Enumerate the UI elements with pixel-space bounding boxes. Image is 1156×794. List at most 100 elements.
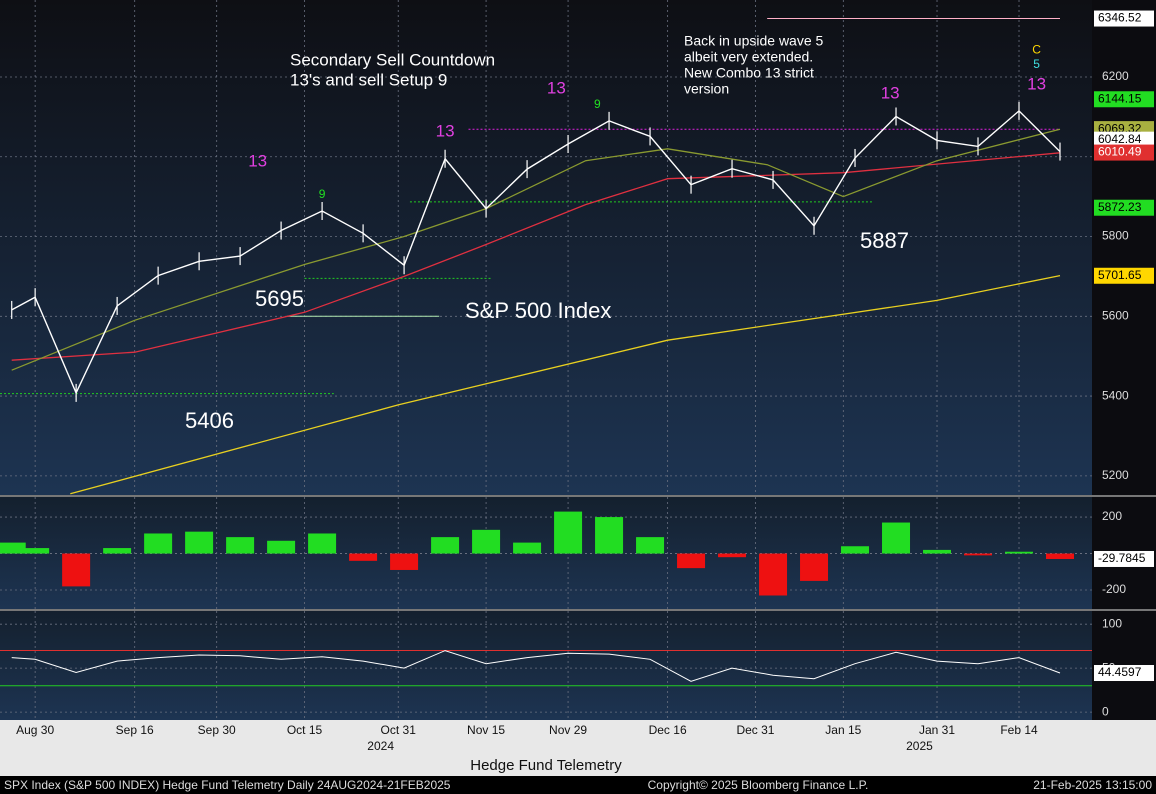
footer-bar (0, 776, 1156, 794)
chart-title: S&P 500 Index (465, 298, 611, 323)
year-label: 2025 (906, 739, 933, 753)
value-tag-label: 6144.15 (1098, 91, 1142, 105)
moving-average (11, 152, 1061, 361)
x-tick-label: Sep 30 (198, 723, 236, 737)
x-tick-label: Jan 31 (919, 723, 955, 737)
x-tick-label: Jan 15 (825, 723, 861, 737)
value-tag-label: 6042.84 (1098, 132, 1142, 146)
value-tag (1094, 267, 1154, 284)
td-count: 13 (436, 122, 455, 141)
x-tick-label: Feb 14 (1000, 723, 1038, 737)
value-tag-label: 44.4597 (1098, 665, 1142, 679)
bar (759, 553, 788, 596)
bar (21, 548, 50, 554)
bar (185, 531, 214, 554)
bar (800, 553, 829, 581)
x-tick-label: Sep 16 (116, 723, 154, 737)
x-axis-area (0, 720, 1156, 776)
value-tag (1094, 91, 1154, 108)
td-count: 9 (319, 187, 326, 201)
year-label: 2024 (367, 739, 394, 753)
price-panel (0, 0, 1092, 495)
bar (841, 546, 870, 554)
separator (0, 495, 1156, 497)
value-tag-label: 5701.65 (1098, 268, 1142, 282)
bar (62, 553, 91, 587)
bar (513, 542, 542, 554)
td-count: 13 (248, 151, 267, 170)
separator (0, 609, 1156, 611)
value-tag (1094, 665, 1154, 682)
rsi-panel (0, 611, 1092, 720)
y-tick-label: 5800 (1102, 229, 1129, 243)
value-tag (1094, 199, 1154, 216)
annotation: New Combo 13 strict (684, 65, 814, 81)
x-tick-label: Oct 15 (287, 723, 323, 737)
bar (923, 549, 952, 554)
annotation: Secondary Sell Countdown (290, 50, 495, 69)
footer-left: SPX Index (S&P 500 INDEX) Hedge Fund Tel… (4, 778, 451, 792)
x-tick-label: Oct 31 (381, 723, 417, 737)
caption: Hedge Fund Telemetry (470, 757, 622, 774)
bar (308, 533, 337, 554)
value-tag-label: 5872.23 (1098, 200, 1142, 214)
x-tick-label: Dec 16 (649, 723, 687, 737)
bar (472, 529, 501, 554)
y-tick-label: 5400 (1102, 388, 1129, 402)
bar (964, 553, 993, 556)
value-tag-label: 6346.52 (1098, 11, 1142, 25)
bar (226, 537, 255, 554)
td-count: 13 (881, 84, 900, 103)
bar (595, 517, 624, 554)
bar (677, 553, 706, 569)
y-tick-label: 200 (1102, 509, 1122, 523)
td-count: 5 (1033, 57, 1040, 71)
value-tag-label: -29.7845 (1098, 551, 1146, 565)
bar (144, 533, 173, 554)
value-tag-label: 6010.49 (1098, 145, 1142, 159)
y-tick-label: 5200 (1102, 468, 1129, 482)
x-tick-label: Nov 29 (549, 723, 587, 737)
right-axis (1092, 0, 1156, 720)
bar (431, 537, 460, 554)
footer-right: 21-Feb-2025 13:15:00 (1033, 778, 1152, 792)
y-tick-label: 0 (1102, 704, 1109, 718)
annotation: Back in upside wave 5 (684, 33, 824, 49)
moving-average (70, 274, 1061, 495)
y-tick-label: 100 (1102, 616, 1122, 630)
bar (349, 553, 378, 561)
value-tag (1094, 144, 1154, 161)
annotation: albeit very extended. (684, 49, 813, 65)
annotation: 5887 (860, 228, 909, 253)
bar (267, 540, 296, 554)
bar (554, 511, 583, 554)
td-count: 9 (594, 97, 601, 111)
annotation: 5406 (185, 408, 234, 433)
y-tick-label: -200 (1102, 582, 1126, 596)
bar (1046, 553, 1074, 559)
bar (636, 537, 665, 554)
bar (1005, 551, 1034, 554)
x-tick-label: Aug 30 (16, 723, 54, 737)
annotation: 13's and sell Setup 9 (290, 70, 447, 89)
value-tag (1094, 10, 1154, 27)
bar (103, 548, 132, 554)
value-tag (1094, 550, 1154, 567)
footer-center: Copyright© 2025 Bloomberg Finance L.P. (648, 778, 869, 792)
x-tick-label: Dec 31 (736, 723, 774, 737)
annotation: version (684, 81, 729, 97)
bar (718, 553, 747, 558)
td-count: 13 (547, 78, 566, 97)
y-tick-label: 6200 (1102, 69, 1129, 83)
bar (882, 522, 911, 554)
annotation: 5695 (255, 286, 304, 311)
bar (0, 542, 26, 554)
moving-average (11, 128, 1061, 371)
rsi-line (11, 650, 1061, 682)
x-tick-label: Nov 15 (467, 723, 505, 737)
value-tag (1094, 131, 1154, 148)
y-tick-label: 5600 (1102, 308, 1129, 322)
bar (390, 553, 419, 570)
td-count: 13 (1027, 74, 1046, 93)
